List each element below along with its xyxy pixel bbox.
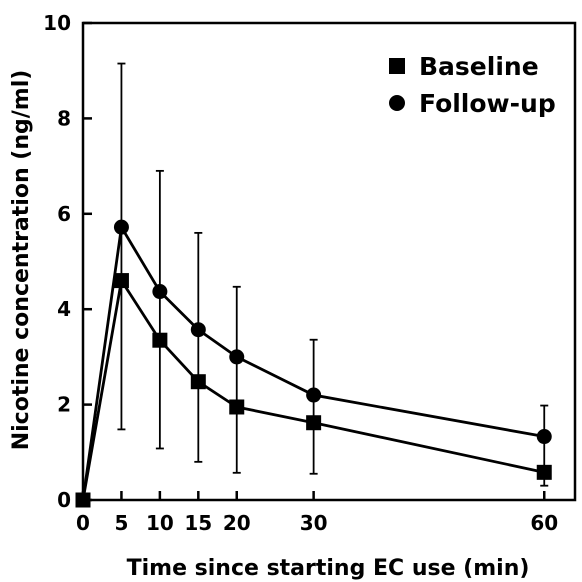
- y-tick-label: 4: [57, 297, 71, 321]
- baseline-point: [536, 464, 552, 480]
- follow-up-point: [152, 284, 168, 300]
- x-tick-label: 10: [146, 511, 174, 535]
- baseline-point: [306, 415, 322, 431]
- follow-up-point: [306, 387, 322, 403]
- follow-up-point: [536, 429, 552, 445]
- y-tick-label: 2: [57, 393, 71, 417]
- plot-frame: [81, 21, 577, 502]
- legend-label-baseline: Baseline: [419, 52, 539, 81]
- y-tick-label: 0: [57, 488, 71, 512]
- y-tick-label: 10: [43, 11, 71, 35]
- x-tick-label: 30: [300, 511, 328, 535]
- baseline-point: [113, 273, 129, 289]
- x-tick-label: 5: [114, 511, 128, 535]
- legend-marker-follow-up: [389, 95, 405, 111]
- y-axis-title: Nicotine concentration (ng/ml): [9, 70, 34, 451]
- x-tick-label: 20: [223, 511, 251, 535]
- x-tick-label: 0: [76, 511, 90, 535]
- follow-up-point: [113, 219, 129, 235]
- baseline-point: [229, 399, 245, 415]
- baseline-point: [190, 374, 206, 390]
- plot-layer: [75, 62, 552, 508]
- x-tick-label: 15: [184, 511, 212, 535]
- x-axis-title: Time since starting EC use (min): [127, 556, 530, 581]
- y-tick-label: 8: [57, 106, 71, 130]
- legend: Baseline Follow-up: [389, 52, 556, 118]
- legend-label-follow-up: Follow-up: [419, 89, 556, 118]
- baseline-point: [152, 332, 168, 348]
- x-tick-label: 60: [530, 511, 558, 535]
- follow-up-point: [229, 349, 245, 365]
- follow-up-point: [190, 322, 206, 338]
- y-tick-label: 6: [57, 202, 71, 226]
- legend-marker-baseline: [389, 58, 405, 74]
